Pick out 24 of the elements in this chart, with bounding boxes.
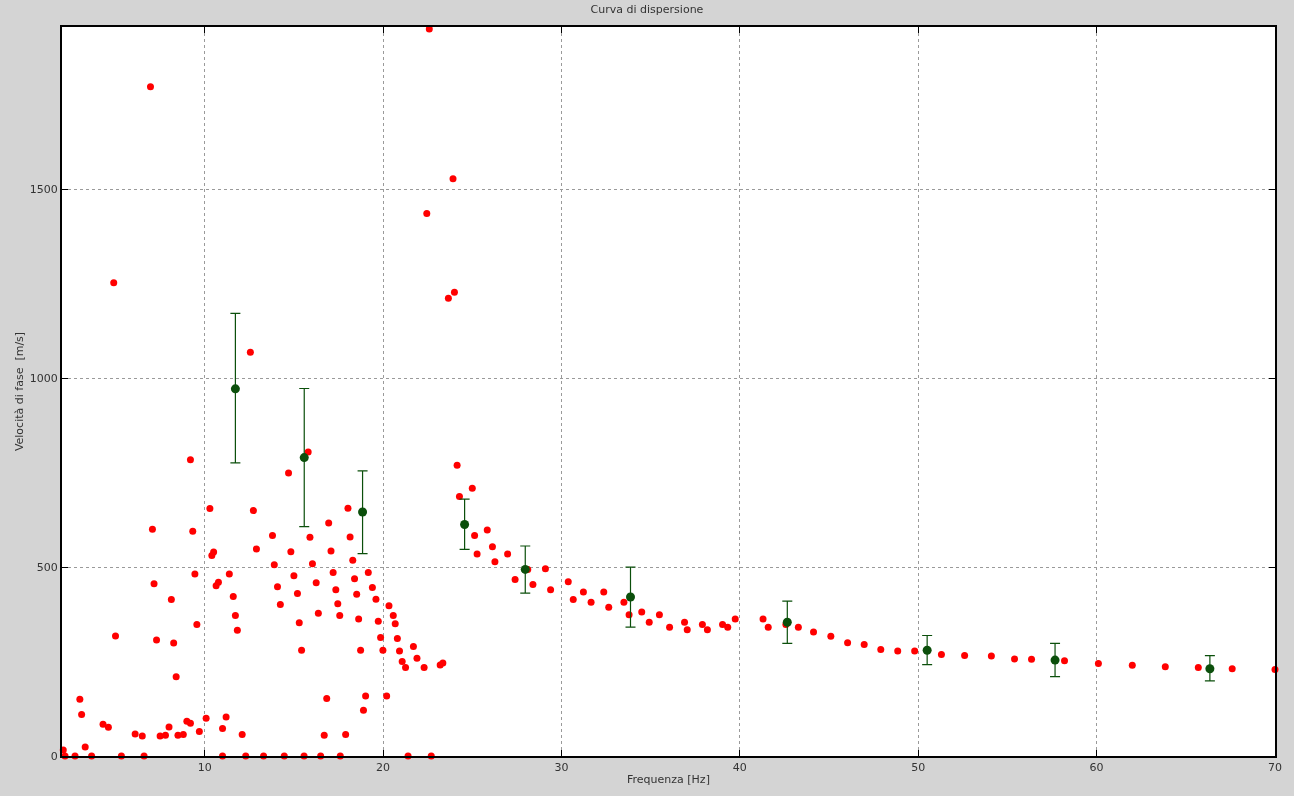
point xyxy=(299,453,309,463)
x-tick-label: 20 xyxy=(376,761,391,775)
y-tick-label: 500 xyxy=(36,560,58,574)
y-tick-label: 1000 xyxy=(29,372,58,386)
point xyxy=(626,592,635,602)
x-tick-label: 50 xyxy=(911,761,926,775)
x-axis-title: Frequenza [Hz] xyxy=(627,772,710,786)
x-tick-label: 70 xyxy=(1268,761,1282,775)
x-tick-label: 30 xyxy=(554,761,569,775)
point xyxy=(922,645,932,655)
x-tick-label: 40 xyxy=(732,761,747,775)
x-tick-label: 10 xyxy=(197,761,212,775)
y-axis-title: Velocità di fase [m/s] xyxy=(12,331,26,452)
y-tick-label: 1500 xyxy=(29,183,58,197)
point xyxy=(1050,655,1060,665)
point xyxy=(230,384,240,394)
point xyxy=(782,617,792,627)
point xyxy=(1205,664,1215,674)
point xyxy=(520,564,530,574)
x-tick-label: 60 xyxy=(1089,761,1104,775)
chart-title: Curva di dispersione xyxy=(590,2,704,16)
point xyxy=(358,507,368,517)
y-tick-label: 0 xyxy=(50,749,58,763)
point xyxy=(460,519,470,529)
